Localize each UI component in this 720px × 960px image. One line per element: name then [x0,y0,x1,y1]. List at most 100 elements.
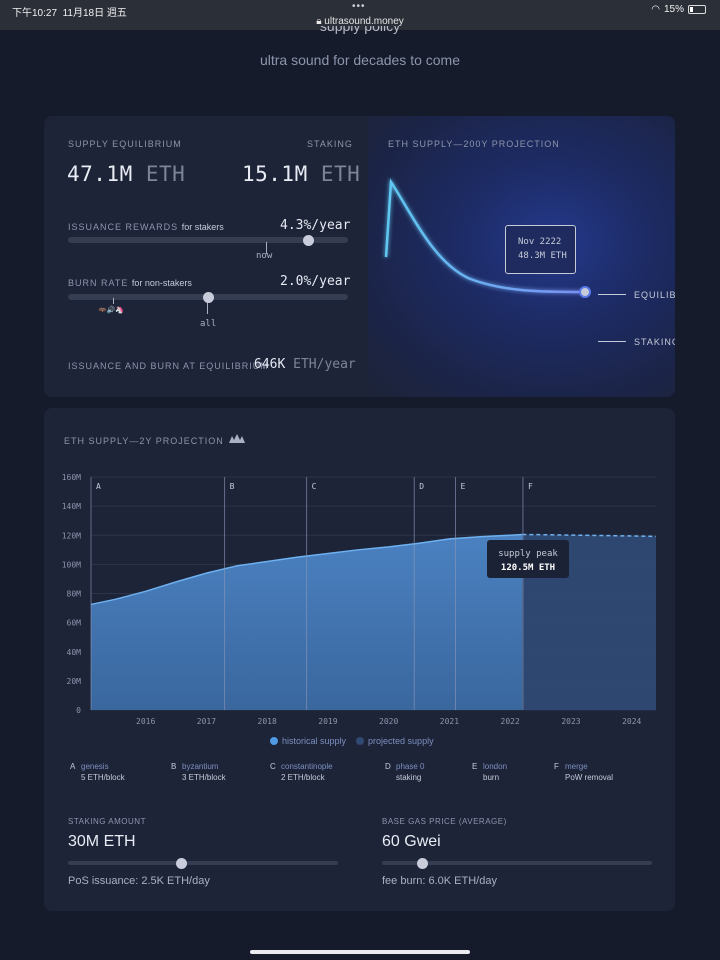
issuance-slider-handle[interactable] [303,235,315,246]
burn-all-label: all [200,319,217,329]
issuance-burn-equilibrium-label: ISSUANCE AND BURN AT EQUILIBRIUM [68,361,269,371]
equilibrium-legend-line [598,294,626,295]
event-marker-letter: B [230,482,235,491]
issuance-label-text: ISSUANCE REWARDS [68,222,179,232]
staking-value: 15.1M ETH [242,162,360,186]
equilibrium-legend-label: EQUILIBRIUM [634,290,675,300]
event-marker-letter: A [96,482,101,491]
staking-amount-value: 30M ETH [68,833,136,850]
gas-price-slider-track[interactable] [382,861,652,865]
projection-2y-card: ETH SUPPLY—2Y PROJECTION A B C D E F 0 20M 40M 6… [44,408,675,911]
event-desc: 2 ETH/block [281,773,325,782]
projected-supply-area [522,534,656,710]
x-tick-label: 2022 [501,717,520,726]
event-marker-letter: F [528,482,533,491]
burn-ultra-tick [113,298,114,304]
footer-value-unit: ETH/year [293,357,356,372]
legend-projected[interactable]: projected supply [356,736,434,746]
x-tick-label: 2024 [622,717,641,726]
issuance-now-label: now [256,251,273,261]
staking-value-unit: ETH [320,162,361,186]
legend-historical-label: historical supply [282,736,347,746]
event-letter: A [70,762,76,771]
staking-legend-line [598,341,626,342]
supply-equilibrium-value: 47.1M ETH [67,162,185,186]
x-tick-label: 2016 [136,717,155,726]
historical-supply-line [90,533,523,606]
base-gas-price-value: 60 Gwei [382,833,441,850]
supply-2y-chart: A B C D E F 0 20M 40M 60M 80M 100M 120M 140M 160M 2016… [62,473,657,726]
issuance-slider-track[interactable] [68,237,348,243]
historical-dot-icon [270,737,278,745]
projected-dot-icon [356,737,365,745]
peak-value: 120.5M ETH [500,563,556,573]
event-marker-letter: E [461,482,466,491]
event-marker-letter: D [419,482,424,491]
event-letter: B [171,762,177,771]
equilibrium-point[interactable] [579,286,591,298]
chart-legend: historical supply projected supply [270,736,434,746]
burn-label-sub: for non-stakers [131,278,192,288]
issuance-label-sub: for stakers [181,222,224,232]
address-bar[interactable]: 🔒︎ ultrasound.money [0,16,720,27]
legend-projected-label: projected supply [368,736,434,746]
legend-historical[interactable]: historical supply [270,736,346,746]
footer-value-number: 646K [254,357,286,372]
y-tick-label: 160M [62,473,81,482]
issuance-now-tick [266,242,267,254]
event-name: phase 0 [396,762,425,771]
event-letter: C [270,762,276,771]
gas-price-slider-handle[interactable] [417,858,428,869]
burn-rate-label: BURN RATE for non-stakers [68,278,192,288]
y-tick-label: 40M [67,648,82,657]
issuance-rate: 4.3%/year [280,218,351,233]
event-marker-letter: C [312,482,317,491]
projection-2y-title-text: ETH SUPPLY—2Y PROJECTION [64,436,224,446]
x-tick-label: 2017 [197,717,216,726]
y-tick-label: 20M [67,677,82,686]
staking-label: STAKING [307,139,353,149]
projection-200y-panel: ETH SUPPLY—200Y PROJECTION Nov 2222 48.3… [368,116,675,397]
battery-icon [688,5,706,14]
x-tick-label: 2023 [561,717,580,726]
burn-slider-handle[interactable] [202,292,214,303]
bat-speaker-icon [229,434,246,443]
projection-2y-title: ETH SUPPLY—2Y PROJECTION [64,434,246,446]
section-title-cut: supply policy [0,26,720,34]
staking-amount-label: STAKING AMOUNT [68,817,146,826]
y-tick-label: 60M [67,619,82,628]
y-tick-label: 100M [62,560,81,569]
projection-200y-title: ETH SUPPLY—200Y PROJECTION [388,139,560,149]
event-letter: E [472,762,478,771]
staking-value-number: 15.1M [242,162,308,186]
burn-label-text: BURN RATE [68,278,129,288]
staking-amount-slider-track[interactable] [68,861,338,865]
event-name: london [483,762,508,771]
event-letter: F [554,762,559,771]
pos-issuance-text: PoS issuance: 2.5K ETH/day [68,875,210,887]
staking-amount-slider-handle[interactable] [175,858,187,869]
lock-icon: 🔒︎ [316,16,322,27]
peak-label: supply peak [498,549,558,559]
equilibrium-card: SUPPLY EQUILIBRIUM 47.1M ETH STAKING 15.… [44,116,675,397]
x-tick-label: 2018 [258,717,277,726]
y-tick-label: 120M [62,531,81,540]
projection-tooltip: Nov 2222 48.3M ETH [505,225,576,274]
y-tick-label: 140M [62,502,81,511]
base-gas-price-label: BASE GAS PRICE (AVERAGE) [382,817,507,826]
fee-burn-text: fee burn: 6.0K ETH/day [382,875,497,887]
projection-200y-chart [384,178,591,298]
event-letter: D [385,762,391,771]
section-title-text: supply policy [319,26,401,34]
status-bar: 下午10:27 11月18日 週五 ••• 🔒︎ ultrasound.mone… [0,0,720,30]
issuance-burn-equilibrium-value: 646K ETH/year [254,357,356,372]
event-name: byzantium [182,762,219,771]
projected-supply-line [522,533,657,538]
home-indicator[interactable] [250,950,470,954]
more-dots-icon[interactable]: ••• [352,1,366,12]
y-tick-label: 80M [67,590,82,599]
event-desc: burn [483,773,500,782]
